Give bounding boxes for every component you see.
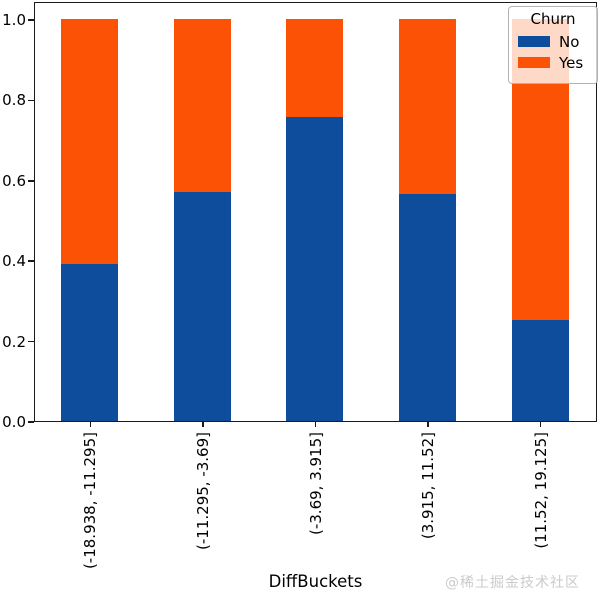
bar-segment-yes [399,19,456,194]
x-tick-mark [427,422,429,427]
bar-segment-yes [173,19,231,192]
x-tick-mark [314,422,317,427]
stacked-bar [173,19,231,421]
bar-segment-no [511,320,569,421]
x-tick-label: (-11.295, -3.69] [193,432,212,550]
y-tick-label: 1.0 [2,11,26,29]
bar-segment-no [399,194,456,421]
stacked-bar [61,19,119,421]
legend-label: Yes [559,53,584,72]
bar-segment-yes [61,19,119,264]
y-tick-label: 0.8 [2,91,26,110]
x-tick-mark [89,422,92,427]
y-tick-mark [28,19,34,21]
x-tick-mark [202,422,204,427]
legend-swatch-no [518,36,550,47]
bar-segment-yes [286,19,344,117]
x-tick-mark [539,422,542,427]
bar-segment-no [286,117,344,421]
y-tick-label: 0.6 [2,171,26,190]
x-tick-label: (-18.938, -11.295] [81,432,100,570]
y-tick-label: 0.0 [2,413,26,431]
legend-row: Yes [518,53,597,72]
legend-entries: No Yes [509,32,597,72]
watermark: @稀土掘金技术社区 [445,575,580,591]
plot-area [34,2,597,422]
x-tick-label: (11.52, 19.125] [531,432,550,549]
y-tick-mark [28,99,34,102]
y-tick-mark [28,180,34,182]
y-tick-mark [28,340,34,343]
x-tick-label: (-3.69, 3.915] [306,432,325,535]
bar-segment-no [61,264,119,421]
y-tick-mark [28,260,34,262]
y-tick-mark [28,421,34,423]
stacked-bar [286,19,344,421]
y-tick-label: 0.4 [2,252,26,271]
legend-row: No [518,32,597,51]
x-tick-label: (3.915, 11.52] [419,432,438,540]
legend: Churn No Yes [508,6,598,84]
legend-swatch-yes [518,57,550,68]
x-axis-label: DiffBuckets [268,572,363,591]
bar-segment-no [173,192,231,421]
legend-label: No [559,32,580,51]
legend-title: Churn [530,10,576,28]
y-tick-label: 0.2 [2,332,26,351]
stacked-bar [399,19,456,421]
